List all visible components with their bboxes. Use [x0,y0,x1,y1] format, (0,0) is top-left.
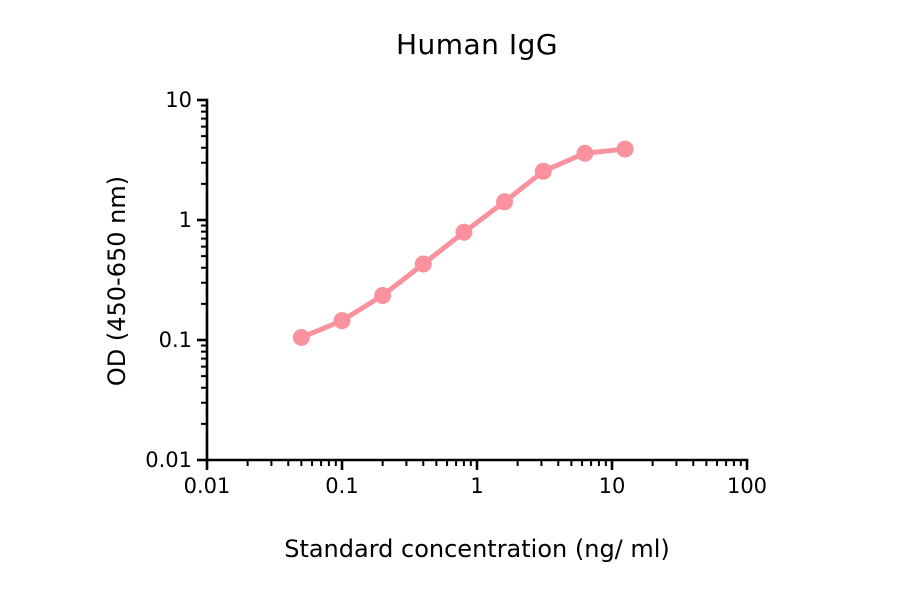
y-tick-label: 0.01 [145,448,192,472]
data-point [616,140,634,158]
data-point [576,144,594,162]
data-point [292,328,310,346]
x-tick-label: 100 [727,474,767,498]
data-point [455,223,473,241]
data-point [333,312,351,330]
x-tick-label: 1 [470,474,483,498]
chart-title: Human IgG [395,28,559,61]
x-axis-label: Standard concentration (ng/ ml) [284,535,670,563]
y-tick-label: 0.1 [159,328,192,352]
data-point [374,286,392,304]
data-point [414,255,432,273]
data-point [534,162,552,180]
x-tick-label: 0.01 [184,474,231,498]
data-series [292,140,634,346]
series-line [298,146,628,340]
data-point [496,193,514,211]
y-tick-label: 1 [179,208,192,232]
y-tick-label: 10 [165,88,192,112]
x-tick-label: 0.1 [325,474,358,498]
axes: 0.01 0.1 1 10 100 0.01 0.1 1 10 [145,88,767,498]
x-tick-label: 10 [599,474,626,498]
